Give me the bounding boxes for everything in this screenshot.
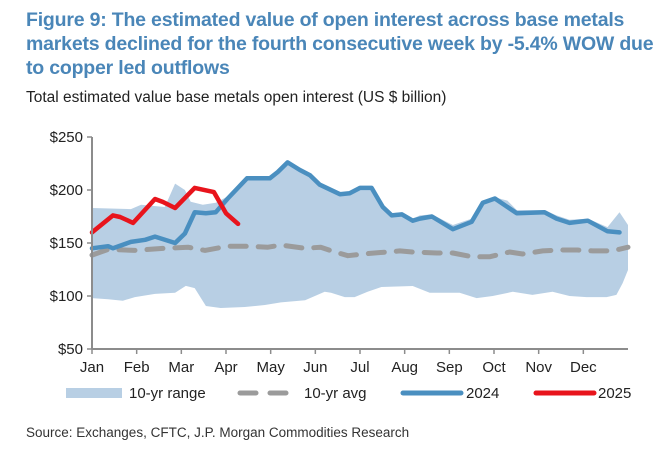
legend-swatch-range: [66, 388, 122, 398]
x-tick-label: Aug: [391, 359, 418, 376]
series-10yr-avg-line: [89, 242, 631, 260]
legend-label-avg: 10-yr avg: [304, 385, 367, 402]
series-2024-line: [89, 160, 622, 251]
y-tick-label: $100: [50, 288, 83, 305]
legend-label-range: 10-yr range: [129, 385, 206, 402]
legend: 10-yr range 10-yr avg 2024 2025: [66, 385, 631, 402]
x-tick-label: May: [256, 359, 285, 376]
y-tick-label: $50: [58, 341, 83, 358]
x-tick-label: Apr: [214, 359, 237, 376]
chart-subtitle: Total estimated value base metals open i…: [26, 89, 447, 106]
x-tick-label: Oct: [482, 359, 506, 376]
axes-group: $50 $100 $150 $200 $250 Jan Feb Mar Apr May Jun Jul…: [50, 129, 628, 376]
series-10yr-range-band: [92, 161, 628, 308]
x-tick-label: Dec: [570, 359, 597, 376]
x-tick-label: Jul: [350, 359, 369, 376]
x-tick-label: Jun: [303, 359, 327, 376]
x-tick-label: Nov: [525, 359, 552, 376]
x-tick-label: Feb: [124, 359, 150, 376]
x-tick-label: Sep: [436, 359, 463, 376]
x-tick-label: Jan: [80, 359, 104, 376]
source-note: Source: Exchanges, CFTC, J.P. Morgan Com…: [26, 425, 410, 440]
y-tick-label: $200: [50, 182, 83, 199]
y-tick-label: $150: [50, 235, 83, 252]
y-tick-label: $250: [50, 129, 83, 146]
x-tick-label: Mar: [168, 359, 194, 376]
legend-label-2024: 2024: [466, 385, 499, 402]
range-band-group: [92, 161, 628, 308]
legend-label-2025: 2025: [598, 385, 631, 402]
series-2025-line: [89, 185, 241, 235]
chart: $50 $100 $150 $200 $250 Jan Feb Mar Apr May Jun Jul…: [50, 129, 632, 402]
series-lines-group: [89, 160, 631, 260]
figure-title: Figure 9: The estimated value of open in…: [26, 9, 654, 79]
